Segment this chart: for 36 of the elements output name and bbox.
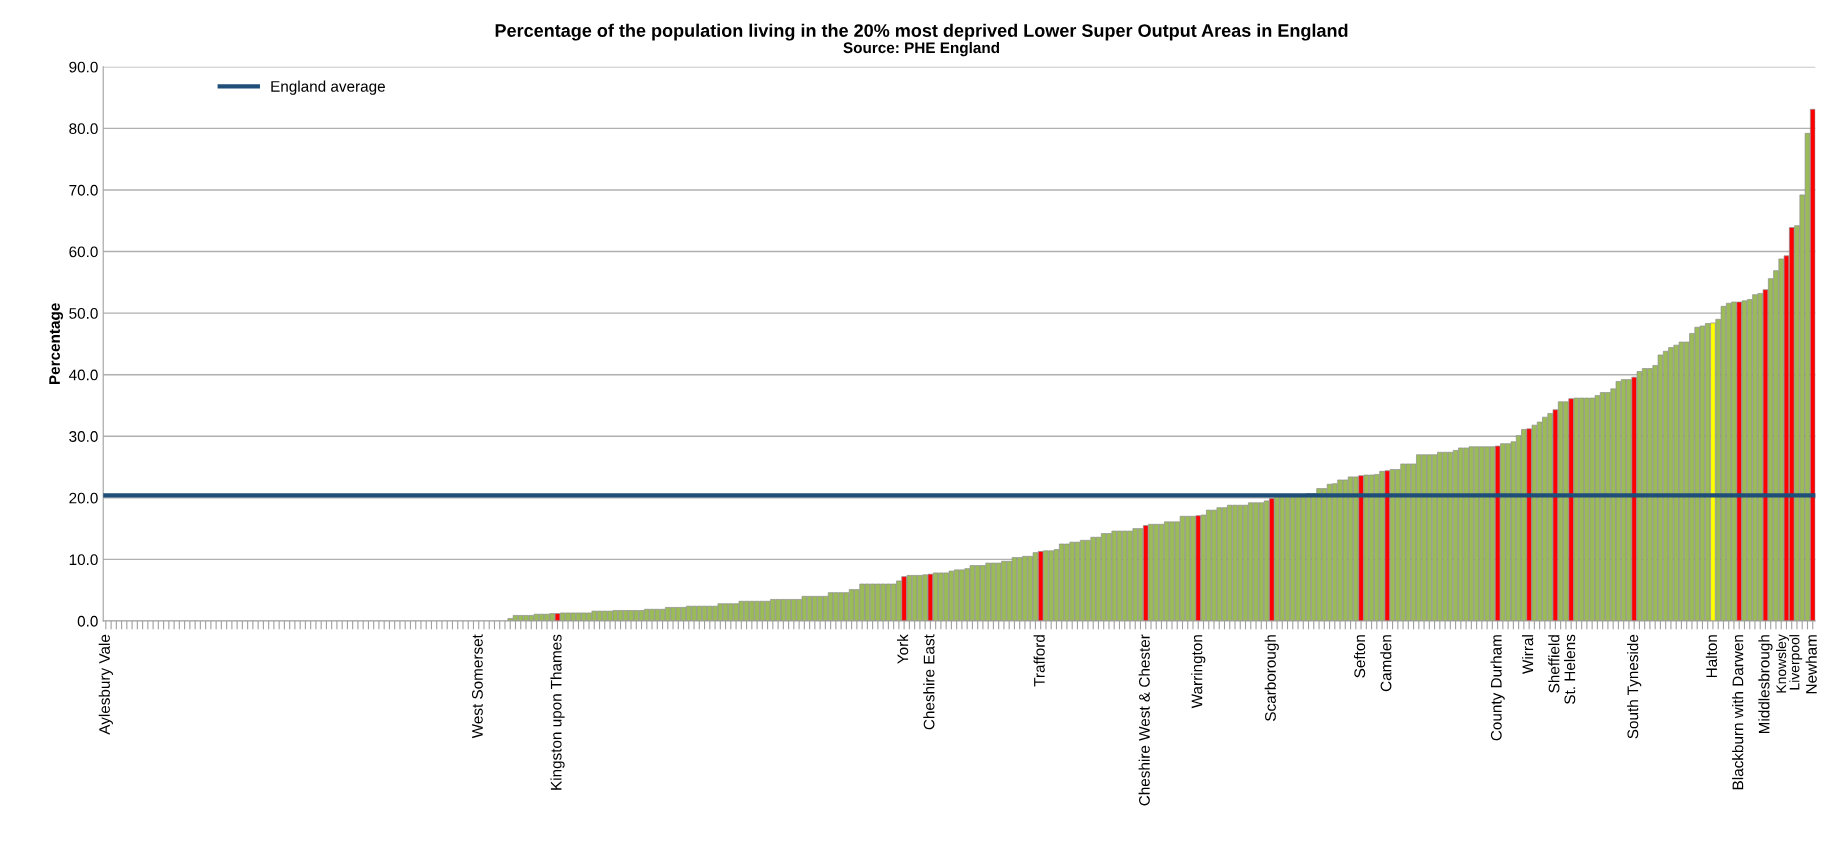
x-tick-label: Sefton <box>1353 635 1366 678</box>
y-tick-label: 90.0 <box>69 61 98 73</box>
chart-subtitle: Source: PHE England <box>843 41 1000 57</box>
y-tick-label: 60.0 <box>69 246 98 258</box>
y-tick-label: 10.0 <box>69 554 98 566</box>
x-tick-label: Halton <box>1705 635 1718 678</box>
y-tick-label: 50.0 <box>69 307 98 319</box>
x-tick-label: Blackburn with Darwen <box>1732 635 1744 790</box>
x-tick-label: Cheshire West & Chester <box>1138 634 1150 806</box>
x-tick-label: Wirral <box>1522 635 1534 674</box>
x-tick-label: Cheshire East <box>923 634 935 730</box>
x-tick-label: South Tyneside <box>1627 634 1642 739</box>
y-tick-label: 70.0 <box>69 184 98 196</box>
x-tick-label: Sheffield <box>1548 635 1560 693</box>
y-tick-label: 80.0 <box>69 123 98 135</box>
x-tick-label: Trafford <box>1033 635 1045 687</box>
x-tick-label: York <box>897 634 909 664</box>
x-tick-label: County Durham <box>1490 635 1505 741</box>
y-axis-title: Percentage <box>49 303 64 385</box>
x-tick-label: Kingston upon Thames <box>550 634 565 790</box>
chart-title: Percentage of the population living in the 20% most deprived Lower Super Output Areas in England <box>495 23 1348 41</box>
x-tick-label: West Somerset <box>472 634 483 739</box>
x-tick-label: St. Helens <box>1564 634 1576 704</box>
x-tick-label: Newham <box>1805 635 1817 694</box>
x-tick-label: Scarborough <box>1264 635 1279 721</box>
x-tick-label: Knowsley <box>1776 634 1789 693</box>
x-tick-label: Aylesbury Vale <box>98 634 113 735</box>
x-tick-label: Camden <box>1380 635 1392 692</box>
x-tick-label: Liverpool <box>1789 635 1803 690</box>
y-tick-label: 20.0 <box>69 492 98 504</box>
x-tick-label: Warrington <box>1191 635 1206 709</box>
y-tick-label: 40.0 <box>68 369 98 381</box>
y-tick-label: 30.0 <box>69 431 98 442</box>
y-tick-label: 0.0 <box>77 615 98 627</box>
legend-label: England average <box>271 80 385 95</box>
x-tick-label: Middlesbrough <box>1758 635 1773 734</box>
